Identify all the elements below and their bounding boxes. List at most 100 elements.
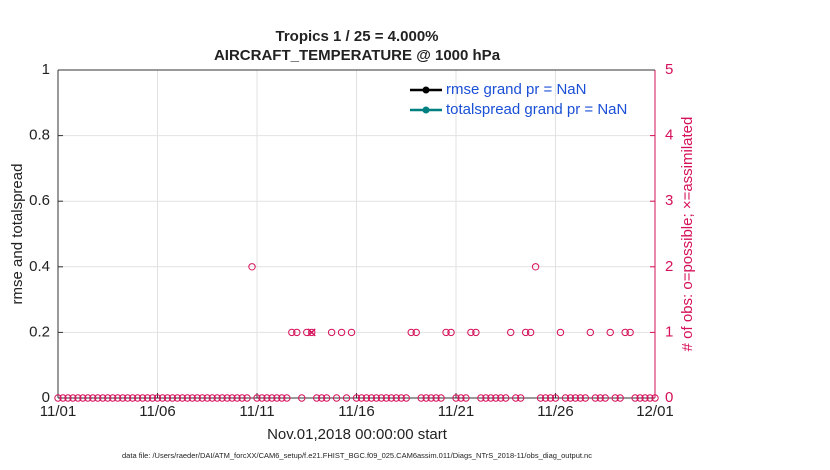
obs-possible — [422, 394, 430, 402]
obs-possible — [357, 394, 366, 402]
x-tick-label: 11/16 — [338, 403, 374, 420]
obs-possible — [317, 394, 326, 402]
obs-possible — [288, 328, 296, 337]
obs-possible — [198, 394, 206, 402]
y-tick-label: 0 — [42, 389, 50, 406]
obs-possible — [109, 394, 117, 402]
legend-label: totalspread grand pr = NaN — [446, 101, 627, 118]
obs-possible — [69, 394, 77, 402]
obs-possible — [54, 394, 62, 402]
obs-possible — [138, 394, 147, 402]
obs-possible — [531, 263, 540, 271]
x-tick-label: 12/01 — [636, 403, 674, 420]
obs-possible — [168, 394, 177, 402]
obs-possible — [626, 328, 634, 337]
x-tick-label: 11/21 — [438, 403, 474, 420]
obs-possible — [258, 394, 266, 402]
obs-possible — [407, 328, 415, 337]
obs-possible — [208, 394, 216, 402]
obs-possible — [427, 394, 435, 402]
obs-possible — [233, 394, 241, 402]
obs-possible — [94, 394, 102, 402]
y2-tick-label: 1 — [665, 323, 673, 340]
y-axis-label: rmse and totalspread — [9, 164, 26, 305]
footnote: data file: /Users/raeder/DAI/ATM_forcXX/… — [122, 451, 592, 460]
obs-possible — [556, 328, 565, 337]
obs-possible — [64, 394, 72, 402]
obs-possible — [452, 394, 460, 402]
obs-possible — [273, 394, 281, 402]
obs-possible — [581, 394, 590, 402]
obs-possible — [502, 394, 510, 402]
obs-possible — [188, 394, 197, 402]
obs-possible — [646, 394, 654, 402]
obs-possible — [447, 328, 455, 337]
obs-possible — [586, 328, 595, 337]
obs-possible — [462, 394, 470, 402]
legend-marker — [422, 106, 430, 114]
obs-possible — [636, 394, 644, 402]
obs-possible — [263, 394, 271, 402]
obs-possible — [342, 394, 351, 402]
obs-possible — [298, 394, 306, 402]
y-tick-label: 0.4 — [29, 258, 50, 275]
obs-possible — [601, 394, 609, 402]
obs-possible — [536, 394, 545, 402]
obs-possible — [651, 394, 659, 402]
obs-possible — [482, 394, 490, 402]
obs-possible — [372, 394, 381, 402]
obs-possible — [153, 394, 162, 402]
obs-possible — [218, 394, 226, 402]
obs-possible — [99, 394, 107, 402]
obs-possible — [382, 394, 391, 402]
obs-possible — [203, 394, 211, 402]
obs-possible — [616, 394, 624, 402]
obs-possible — [541, 394, 550, 402]
obs-possible — [477, 394, 485, 402]
obs-possible — [492, 394, 500, 402]
obs-possible — [74, 394, 82, 402]
obs-possible — [377, 394, 386, 402]
obs-possible — [392, 394, 400, 402]
y-tick-label: 1 — [42, 61, 50, 78]
y2-axis-label: # of obs: o=possible; ×=assimilated — [679, 117, 696, 352]
obs-possible — [337, 328, 346, 337]
obs-possible — [173, 394, 182, 402]
obs-possible — [178, 394, 187, 402]
obs-possible — [516, 394, 525, 402]
obs-possible — [362, 394, 371, 402]
obs-possible — [457, 394, 465, 402]
obs-possible — [521, 328, 530, 337]
obs-possible — [507, 328, 515, 337]
obs-possible — [576, 394, 585, 402]
obs-possible — [163, 394, 172, 402]
obs-possible — [526, 328, 535, 337]
obs-possible — [621, 328, 629, 337]
obs-possible — [213, 394, 221, 402]
obs-possible — [293, 328, 301, 337]
obs-possible — [118, 394, 127, 402]
x-tick-label: 11/01 — [40, 403, 76, 420]
y2-tick-label: 0 — [665, 389, 673, 406]
obs-possible — [432, 394, 440, 402]
obs-possible — [313, 394, 321, 402]
obs-possible — [193, 394, 202, 402]
obs-possible — [332, 394, 341, 402]
obs-possible — [497, 394, 505, 402]
obs-possible — [417, 394, 425, 402]
obs-possible — [561, 394, 570, 402]
obs-possible — [566, 394, 575, 402]
obs-possible — [347, 328, 356, 337]
obs-possible — [79, 394, 87, 402]
obs-possible — [367, 394, 376, 402]
legend-label: rmse grand pr = NaN — [446, 81, 586, 98]
obs-possible — [123, 394, 132, 402]
obs-possible — [84, 394, 92, 402]
obs-possible — [571, 394, 580, 402]
x-tick-label: 11/06 — [139, 403, 175, 420]
x-tick-label: 11/11 — [239, 403, 274, 420]
obs-possible — [268, 394, 276, 402]
y2-tick-label: 4 — [665, 127, 673, 144]
